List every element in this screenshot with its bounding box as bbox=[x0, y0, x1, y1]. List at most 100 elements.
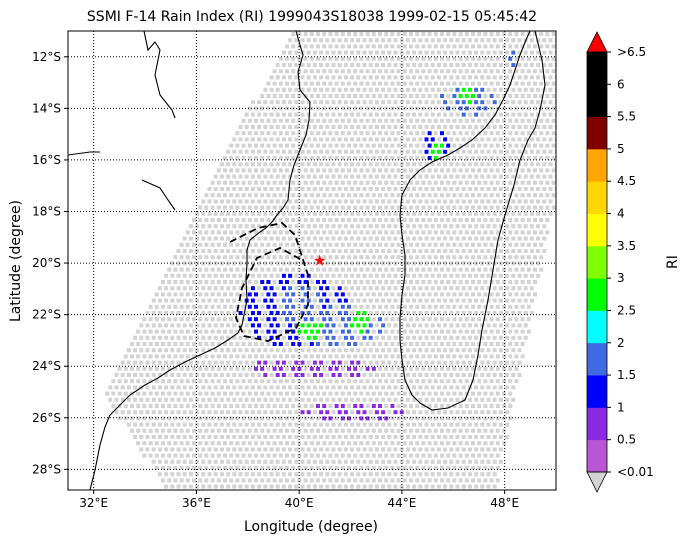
colorbar-tick-label: 6 bbox=[617, 77, 625, 91]
swath-pixel bbox=[309, 267, 314, 272]
swath-pixel bbox=[173, 379, 178, 384]
swath-pixel bbox=[241, 118, 246, 123]
swath-pixel bbox=[533, 193, 537, 198]
swath-pixel bbox=[495, 404, 500, 408]
swath-pixel bbox=[384, 342, 389, 346]
swath-pixel bbox=[316, 205, 320, 210]
swath-pixel bbox=[477, 168, 482, 173]
swath-pixel bbox=[303, 56, 308, 61]
swath-pixel bbox=[520, 230, 525, 235]
swath-pixel bbox=[266, 478, 271, 483]
swath-pixel bbox=[254, 205, 258, 210]
swath-pixel bbox=[281, 199, 286, 204]
swath-pixel bbox=[232, 137, 237, 142]
swath-pixel bbox=[272, 118, 277, 123]
swath-pixel bbox=[266, 180, 271, 185]
swath-pixel bbox=[362, 298, 367, 303]
swath-pixel bbox=[260, 466, 265, 470]
swath-pixel bbox=[250, 298, 255, 303]
swath-pixel bbox=[309, 428, 314, 433]
swath-pixel bbox=[430, 298, 435, 303]
swath-pixel bbox=[387, 199, 392, 204]
swath-pixel bbox=[495, 180, 500, 185]
swath-pixel bbox=[390, 404, 395, 408]
swath-pixel bbox=[368, 373, 373, 377]
swath-pixel bbox=[523, 298, 528, 303]
swath-pixel bbox=[263, 360, 268, 365]
y-tick-label: 16°S bbox=[32, 153, 61, 167]
swath-pixel bbox=[458, 81, 463, 86]
swath-pixel bbox=[306, 249, 311, 253]
swath-pixel bbox=[337, 422, 342, 427]
swath-pixel bbox=[306, 472, 311, 477]
swath-pixel bbox=[371, 280, 376, 284]
swath-pixel bbox=[164, 311, 169, 315]
swath-pixel bbox=[356, 298, 361, 303]
swath-pixel bbox=[309, 193, 314, 198]
swath-pixel bbox=[294, 38, 299, 43]
swath-pixel bbox=[192, 230, 196, 235]
swath-pixel bbox=[257, 385, 262, 390]
swath-pixel bbox=[446, 466, 451, 470]
swath-pixel bbox=[418, 447, 423, 452]
swath-pixel bbox=[495, 466, 500, 470]
swath-pixel bbox=[443, 459, 448, 464]
swath-pixel bbox=[393, 199, 398, 204]
swath-pixel bbox=[489, 180, 494, 185]
swath-pixel bbox=[409, 242, 413, 247]
swath-pixel bbox=[309, 292, 314, 297]
swath-pixel bbox=[421, 94, 426, 98]
swath-pixel bbox=[337, 162, 342, 167]
swath-pixel bbox=[381, 224, 386, 229]
swath-pixel bbox=[331, 484, 336, 489]
swath-pixel bbox=[322, 32, 327, 36]
swath-pixel bbox=[232, 199, 237, 204]
swath-pixel bbox=[371, 267, 376, 272]
swath-pixel bbox=[511, 261, 516, 266]
swath-pixel bbox=[337, 385, 342, 390]
swath-pixel bbox=[483, 304, 488, 309]
swath-pixel bbox=[285, 441, 289, 446]
swath-pixel bbox=[415, 106, 420, 111]
swath-pixel bbox=[241, 230, 246, 235]
swath-pixel bbox=[396, 317, 401, 322]
swath-pixel bbox=[244, 373, 249, 377]
swath-pixel bbox=[449, 397, 454, 402]
swath-pixel bbox=[467, 311, 472, 315]
swath-pixel bbox=[334, 366, 339, 371]
swath-pixel bbox=[350, 224, 355, 229]
swath-pixel bbox=[378, 156, 382, 160]
swath-pixel bbox=[486, 298, 491, 303]
swath-pixel bbox=[263, 125, 268, 129]
swath-pixel bbox=[365, 44, 370, 49]
swath-pixel bbox=[170, 311, 175, 315]
swath-pixel bbox=[291, 193, 296, 198]
swath-pixel bbox=[396, 441, 401, 446]
swath-pixel bbox=[505, 385, 510, 390]
swath-pixel bbox=[269, 298, 274, 303]
swath-pixel bbox=[288, 211, 293, 216]
swath-pixel bbox=[409, 428, 413, 433]
swath-pixel bbox=[309, 205, 314, 210]
swath-pixel bbox=[452, 106, 457, 111]
swath-pixel bbox=[343, 125, 348, 129]
swath-pixel bbox=[328, 193, 333, 198]
swath-pixel bbox=[511, 360, 516, 365]
swath-pixel bbox=[464, 441, 469, 446]
swath-pixel bbox=[266, 267, 271, 272]
swath-pixel bbox=[542, 137, 547, 142]
swath-pixel bbox=[387, 249, 392, 253]
swath-pixel bbox=[325, 348, 330, 353]
swath-pixel bbox=[508, 366, 513, 371]
swath-pixel bbox=[285, 428, 289, 433]
swath-pixel bbox=[480, 75, 485, 80]
swath-pixel bbox=[545, 44, 550, 49]
swath-pixel bbox=[498, 137, 503, 142]
swath-pixel bbox=[331, 335, 336, 340]
swath-pixel bbox=[421, 342, 426, 346]
swath-pixel bbox=[418, 149, 423, 154]
swath-pixel bbox=[508, 94, 513, 98]
swath-pixel bbox=[455, 385, 460, 390]
swath-pixel bbox=[415, 404, 420, 408]
swath-pixel bbox=[223, 304, 227, 309]
